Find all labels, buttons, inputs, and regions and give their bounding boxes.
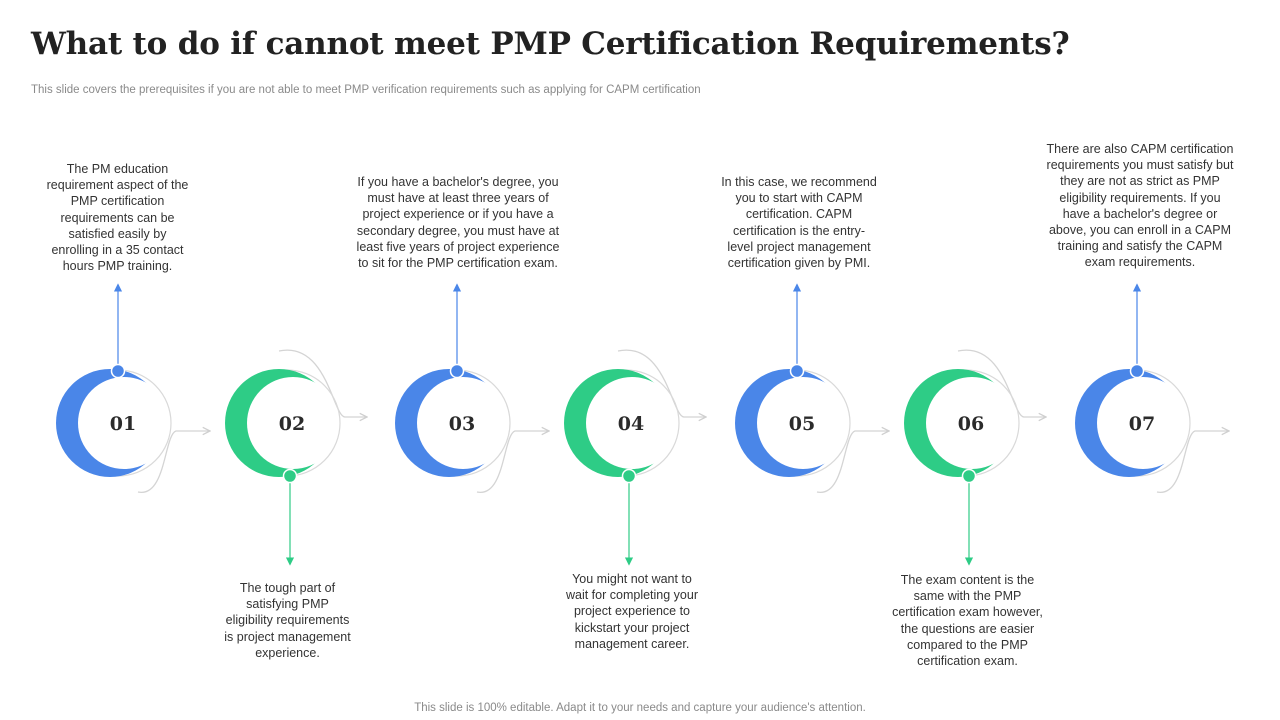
page-title: What to do if cannot meet PMP Certificat… bbox=[31, 26, 1070, 62]
step-description: There are also CAPM certification requir… bbox=[1046, 142, 1234, 270]
step-description: You might not want to wait for completin… bbox=[565, 572, 698, 651]
connector-arrow bbox=[816, 431, 889, 493]
crescent-cutout bbox=[247, 377, 339, 469]
anchor-dot bbox=[961, 468, 977, 484]
connector-arrow bbox=[1156, 431, 1229, 493]
step-number: 04 bbox=[618, 413, 644, 435]
step-number: 02 bbox=[279, 413, 305, 435]
step-description: If you have a bachelor's degree, you mus… bbox=[356, 175, 560, 271]
page-subtitle: This slide covers the prerequisites if y… bbox=[31, 84, 701, 96]
step-05: 05 bbox=[735, 283, 889, 493]
step-description: In this case, we recommend you to start … bbox=[721, 175, 877, 271]
connector-arrow bbox=[278, 349, 367, 417]
crescent-cutout bbox=[417, 377, 509, 469]
step-number: 06 bbox=[958, 413, 984, 435]
crescent-cutout bbox=[1097, 377, 1189, 469]
crescent-cutout bbox=[586, 377, 678, 469]
anchor-dot bbox=[110, 363, 126, 379]
step-description: The PM education requirement aspect of t… bbox=[46, 162, 189, 274]
step-number: 07 bbox=[1129, 413, 1155, 435]
step-04: 04 bbox=[564, 349, 706, 566]
step-01: 01 bbox=[56, 283, 210, 493]
crescent-cutout bbox=[757, 377, 849, 469]
anchor-dot bbox=[282, 468, 298, 484]
step-02: 02 bbox=[225, 349, 367, 566]
step-description: The tough part of satisfying PMP eligibi… bbox=[224, 581, 351, 660]
anchor-dot bbox=[621, 468, 637, 484]
crescent-cutout bbox=[926, 377, 1018, 469]
step-06: 06 bbox=[904, 349, 1046, 566]
step-number: 03 bbox=[449, 413, 475, 435]
connector-arrow bbox=[957, 349, 1046, 417]
footer-note: This slide is 100% editable. Adapt it to… bbox=[414, 702, 866, 714]
anchor-dot bbox=[449, 363, 465, 379]
crescent-cutout bbox=[78, 377, 170, 469]
anchor-dot bbox=[1129, 363, 1145, 379]
step-description: The exam content is the same with the PM… bbox=[892, 573, 1043, 669]
step-07: 07 bbox=[1075, 283, 1229, 493]
step-03: 03 bbox=[395, 283, 549, 493]
anchor-dot bbox=[789, 363, 805, 379]
connector-arrow bbox=[476, 431, 549, 493]
step-number: 01 bbox=[110, 413, 136, 435]
connector-arrow bbox=[137, 431, 210, 493]
step-number: 05 bbox=[789, 413, 815, 435]
connector-arrow bbox=[617, 349, 706, 417]
